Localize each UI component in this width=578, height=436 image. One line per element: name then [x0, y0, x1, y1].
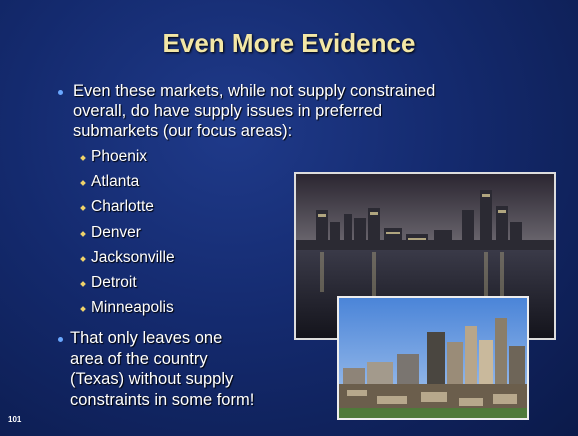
slide-title: Even More Evidence	[162, 28, 416, 58]
sub-bullet-marker	[80, 180, 86, 187]
sub-bullet-marker	[80, 155, 86, 161]
bullet-text: constraints in some form!	[70, 390, 255, 409]
sub-bullet-marker	[80, 255, 86, 262]
bullet-marker	[58, 90, 63, 95]
photo-day-skyline	[337, 296, 529, 420]
page-number: 101	[8, 415, 22, 424]
sub-bullet-text: Minneapolis	[91, 299, 174, 317]
bullet-text: (Texas) without supply	[70, 370, 234, 388]
sub-bullet-text: Detroit	[91, 274, 137, 291]
sub-bullet-text: Phoenix	[91, 148, 148, 165]
bullet-marker	[58, 337, 63, 342]
sub-bullet-marker	[80, 306, 86, 313]
sub-bullet-marker	[80, 230, 86, 237]
bullet-text: area of the country	[70, 349, 208, 368]
sub-bullet-marker	[80, 281, 86, 287]
sub-bullet-marker	[80, 205, 86, 212]
bullet-text: overall, do have supply issues in prefer…	[73, 102, 383, 120]
sub-bullet-text: Charlotte	[91, 198, 154, 216]
sub-bullet-text: Jacksonville	[91, 248, 175, 266]
sub-bullet-text: Atlanta	[91, 173, 140, 191]
sub-bullet-text: Denver	[91, 223, 141, 241]
bullet-text: submarkets (our focus areas):	[73, 122, 293, 140]
bullet-text: Even these markets, while not supply con…	[73, 82, 436, 100]
bullet-text: That only leaves one	[70, 329, 223, 347]
